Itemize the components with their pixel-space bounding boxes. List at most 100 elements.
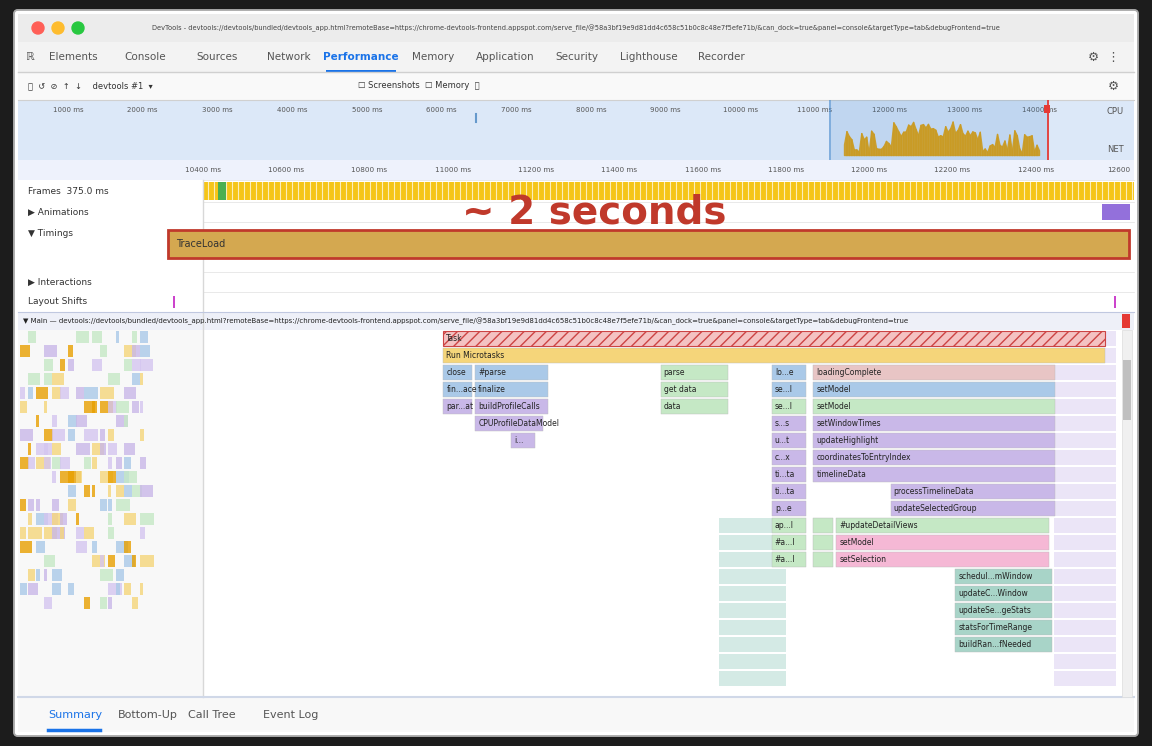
Bar xyxy=(1054,569,1116,584)
Bar xyxy=(660,365,728,380)
Bar xyxy=(44,401,47,413)
Bar xyxy=(836,535,1049,550)
Text: p...e: p...e xyxy=(775,504,791,513)
Text: par...at: par...at xyxy=(446,402,473,411)
Text: 8000 ms: 8000 ms xyxy=(576,107,606,113)
Bar xyxy=(444,365,472,380)
Bar xyxy=(124,485,132,497)
Bar xyxy=(141,513,153,525)
Bar xyxy=(116,583,120,595)
Bar xyxy=(141,555,153,567)
Text: get data: get data xyxy=(664,385,696,394)
Bar xyxy=(836,518,1049,533)
Bar xyxy=(68,345,73,357)
Bar xyxy=(84,387,98,399)
Bar xyxy=(84,457,91,469)
Bar xyxy=(44,555,54,567)
Text: Application: Application xyxy=(476,52,535,62)
Bar xyxy=(108,583,122,595)
Text: updateHighlight: updateHighlight xyxy=(817,436,879,445)
Bar xyxy=(108,429,114,441)
Bar xyxy=(108,401,118,413)
Text: ▼ Timings: ▼ Timings xyxy=(28,230,73,239)
Text: s...s: s...s xyxy=(775,419,790,428)
Text: updateC...Window: updateC...Window xyxy=(958,589,1028,598)
Bar xyxy=(44,513,58,525)
Bar xyxy=(100,429,105,441)
Text: Bottom-Up: Bottom-Up xyxy=(118,710,177,720)
Bar xyxy=(76,541,86,553)
Text: 9000 ms: 9000 ms xyxy=(650,107,681,113)
Bar xyxy=(660,382,728,397)
Bar xyxy=(18,180,1134,202)
Bar xyxy=(28,569,35,581)
Bar xyxy=(124,513,136,525)
Bar xyxy=(1054,552,1116,567)
Bar xyxy=(719,654,786,669)
Text: ▶ Interactions: ▶ Interactions xyxy=(28,278,92,286)
Bar xyxy=(108,499,112,511)
Text: u...t: u...t xyxy=(775,436,790,445)
Bar xyxy=(141,527,145,539)
Bar xyxy=(1054,586,1116,601)
Bar xyxy=(1054,348,1116,363)
Text: coordinatesToEntryIndex: coordinatesToEntryIndex xyxy=(817,453,911,462)
Text: loadingComplete: loadingComplete xyxy=(817,368,881,377)
Bar xyxy=(813,365,1055,380)
Bar xyxy=(18,312,1134,330)
Bar xyxy=(100,499,107,511)
Bar xyxy=(475,399,547,414)
Bar xyxy=(1054,637,1116,652)
Bar xyxy=(1054,399,1116,414)
Bar xyxy=(475,382,547,397)
Bar xyxy=(772,552,805,567)
Text: setModel: setModel xyxy=(840,538,874,547)
Bar xyxy=(68,583,74,595)
Bar xyxy=(36,499,40,511)
Bar xyxy=(116,485,124,497)
Text: setModel: setModel xyxy=(817,402,851,411)
Bar xyxy=(132,373,139,385)
Bar xyxy=(124,345,136,357)
Bar xyxy=(68,499,76,511)
Bar xyxy=(18,697,1134,732)
Bar xyxy=(108,457,113,469)
Bar xyxy=(511,433,535,448)
Bar xyxy=(955,620,1052,635)
Text: 6000 ms: 6000 ms xyxy=(426,107,457,113)
Bar xyxy=(108,471,116,483)
Text: 11800 ms: 11800 ms xyxy=(768,167,804,173)
Bar xyxy=(829,100,1049,160)
Bar xyxy=(141,485,153,497)
Text: Network: Network xyxy=(267,52,311,62)
Text: timelineData: timelineData xyxy=(817,470,866,479)
Bar xyxy=(44,597,52,609)
Bar xyxy=(132,345,139,357)
Bar xyxy=(1102,204,1130,220)
Bar xyxy=(116,499,130,511)
Bar xyxy=(20,541,32,553)
Text: 14000 ms: 14000 ms xyxy=(1022,107,1056,113)
Text: 2000 ms: 2000 ms xyxy=(128,107,158,113)
Text: TraceLoad: TraceLoad xyxy=(176,239,226,249)
Bar xyxy=(1122,314,1130,328)
Bar xyxy=(116,415,128,427)
Text: Task: Task xyxy=(446,334,463,343)
Bar xyxy=(141,345,150,357)
Bar xyxy=(52,387,61,399)
Bar xyxy=(108,555,115,567)
Text: #parse: #parse xyxy=(478,368,506,377)
Text: fin...ace: fin...ace xyxy=(446,385,477,394)
Text: se...l: se...l xyxy=(775,402,793,411)
Text: Memory: Memory xyxy=(412,52,454,62)
Bar xyxy=(76,331,89,343)
Text: 11000 ms: 11000 ms xyxy=(434,167,471,173)
Bar xyxy=(719,518,786,533)
Text: 11000 ms: 11000 ms xyxy=(797,107,833,113)
Bar xyxy=(108,527,114,539)
Bar xyxy=(60,513,67,525)
Bar xyxy=(20,387,25,399)
Bar xyxy=(116,401,129,413)
Text: #updateDetailViews: #updateDetailViews xyxy=(840,521,918,530)
Text: 3000 ms: 3000 ms xyxy=(202,107,233,113)
